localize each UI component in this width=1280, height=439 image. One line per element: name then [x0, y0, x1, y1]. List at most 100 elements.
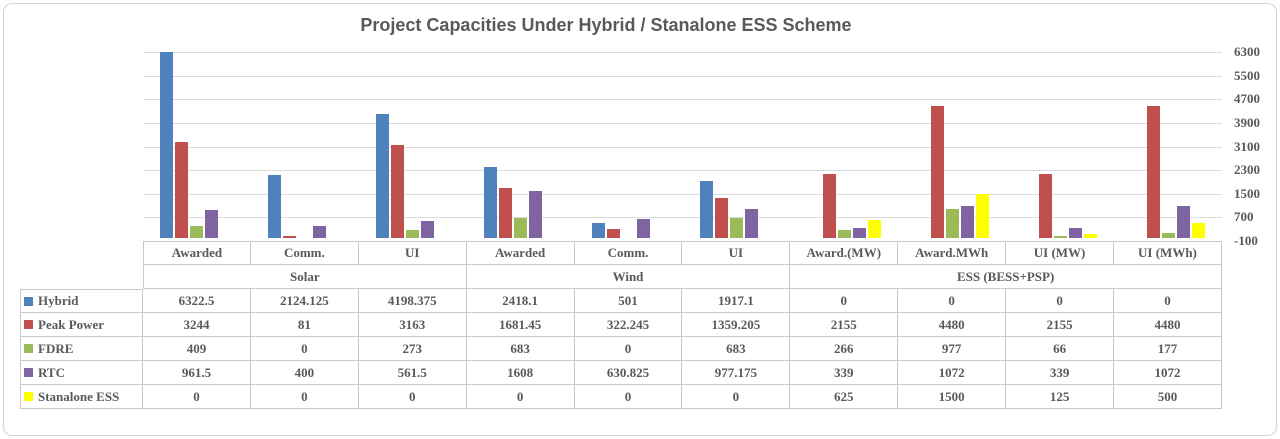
series-name: Stanalone ESS: [38, 388, 120, 404]
value-cell: 1917.1: [682, 289, 791, 313]
value-cell: 501: [574, 289, 683, 313]
value-cell: 81: [250, 313, 359, 337]
value-cell: 409: [143, 337, 251, 361]
y-axis: 6300 5500 4700 3900 3100 2300 1500 700 -100: [1234, 44, 1278, 248]
bar-cluster: [790, 52, 898, 241]
bar-hybrid: [699, 181, 713, 239]
bar-hybrid: [376, 114, 390, 239]
value-cell: 4480: [1114, 313, 1222, 337]
value-cell: 3163: [358, 313, 467, 337]
bar-rtc: [529, 190, 543, 239]
bar-cluster: [1114, 52, 1222, 241]
value-cell: 0: [1114, 289, 1222, 313]
gridline: [143, 122, 1222, 124]
value-cell: 2124.125: [250, 289, 359, 313]
y-tick-label: 5500: [1234, 67, 1260, 83]
value-cell: 0: [790, 289, 899, 313]
value-cell: 1500: [898, 385, 1007, 409]
bar-cluster: [251, 52, 359, 241]
value-cell: 1608: [466, 361, 575, 385]
table-corner-blank: [20, 241, 143, 265]
bar-peak-power: [930, 105, 944, 239]
series-color-swatch: [24, 392, 33, 401]
category-cell: Award.MWh: [898, 241, 1007, 265]
category-cell: UI (MWh): [1114, 241, 1222, 265]
value-cell: 2155: [790, 313, 899, 337]
y-tick-label: 700: [1234, 209, 1254, 225]
y-tick-label: 3900: [1234, 114, 1260, 130]
series-color-swatch: [24, 368, 33, 377]
group-cell: ESS (BESS+PSP): [790, 265, 1222, 289]
legend-key: Peak Power: [20, 313, 143, 337]
value-cell: 0: [250, 385, 359, 409]
value-cell: 500: [1114, 385, 1222, 409]
series-color-swatch: [24, 344, 33, 353]
bar-hybrid: [592, 223, 606, 239]
category-cell: UI (MW): [1006, 241, 1115, 265]
value-cell: 0: [250, 337, 359, 361]
bar-fdre: [514, 217, 528, 239]
series-name: Hybrid: [38, 293, 79, 308]
value-cell: 339: [1006, 361, 1115, 385]
value-cell: 0: [466, 385, 575, 409]
bar-peak-power: [822, 174, 836, 239]
value-cell: 2155: [1006, 313, 1115, 337]
value-cell: 0: [682, 385, 791, 409]
value-cell: 561.5: [358, 361, 467, 385]
value-cell: 6322.5: [143, 289, 251, 313]
bar-peak-power: [175, 142, 189, 239]
series-name: Peak Power: [38, 316, 105, 332]
bar-fdre: [1161, 232, 1175, 239]
legend-key: FDRE: [20, 337, 143, 361]
legend-key: RTC: [20, 361, 143, 385]
gridline: [143, 193, 1222, 195]
category-cell: Awarded: [143, 241, 251, 265]
data-table: Awarded Comm. UI Awarded Comm. UI Award.(MW) Aw…: [20, 241, 1222, 409]
value-cell: 2418.1: [466, 289, 575, 313]
value-cell: 683: [682, 337, 791, 361]
table-corner-blank: [20, 265, 143, 289]
value-cell: 125: [1006, 385, 1115, 409]
series-name: FDRE: [38, 340, 74, 356]
value-cell: 0: [898, 289, 1007, 313]
bar-rtc: [1176, 206, 1190, 239]
value-cell: 0: [574, 385, 683, 409]
plot-area: [143, 52, 1222, 242]
bar-stanalone-ess: [975, 193, 989, 239]
bar-fdre: [1053, 236, 1067, 239]
bar-rtc: [1068, 228, 1082, 239]
legend-key: Hybrid: [20, 289, 143, 313]
bar-cluster: [359, 52, 467, 241]
bar-fdre: [945, 209, 959, 239]
value-cell: 273: [358, 337, 467, 361]
value-cell: 4480: [898, 313, 1007, 337]
value-cell: 1072: [898, 361, 1007, 385]
value-cell: 1359.205: [682, 313, 791, 337]
bar-fdre: [729, 217, 743, 239]
gridline: [143, 75, 1222, 77]
value-cell: 0: [1006, 289, 1115, 313]
bar-peak-power: [391, 144, 405, 239]
bar-stanalone-ess: [1083, 234, 1097, 239]
value-cell: 0: [574, 337, 683, 361]
bar-peak-power: [607, 228, 621, 239]
bar-hybrid: [160, 52, 174, 239]
bar-cluster: [683, 52, 791, 241]
value-cell: 266: [790, 337, 899, 361]
bar-fdre: [190, 225, 204, 239]
bar-peak-power: [283, 235, 297, 239]
group-cell: Solar: [143, 265, 467, 289]
y-tick-label: -100: [1234, 233, 1258, 248]
bar-cluster: [143, 52, 251, 241]
y-tick-label: 6300: [1234, 44, 1260, 59]
group-cell: Wind: [466, 265, 791, 289]
bar-cluster: [1006, 52, 1114, 241]
chart-title: Project Capacities Under Hybrid / Stanal…: [360, 15, 852, 35]
value-cell: 66: [1006, 337, 1115, 361]
bar-hybrid: [484, 166, 498, 239]
gridline: [143, 170, 1222, 172]
value-cell: 630.825: [574, 361, 683, 385]
value-cell: 0: [358, 385, 467, 409]
bar-rtc: [313, 226, 327, 239]
bar-cluster: [467, 52, 575, 241]
